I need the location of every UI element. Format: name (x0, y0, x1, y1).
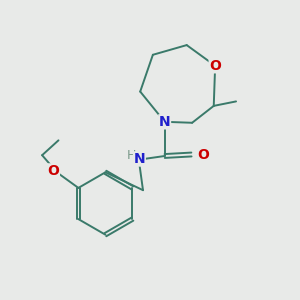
Text: O: O (209, 59, 221, 73)
Text: N: N (159, 115, 170, 129)
Text: O: O (197, 148, 209, 161)
Text: H: H (126, 149, 136, 162)
Text: N: N (134, 152, 145, 166)
Text: O: O (47, 164, 59, 178)
